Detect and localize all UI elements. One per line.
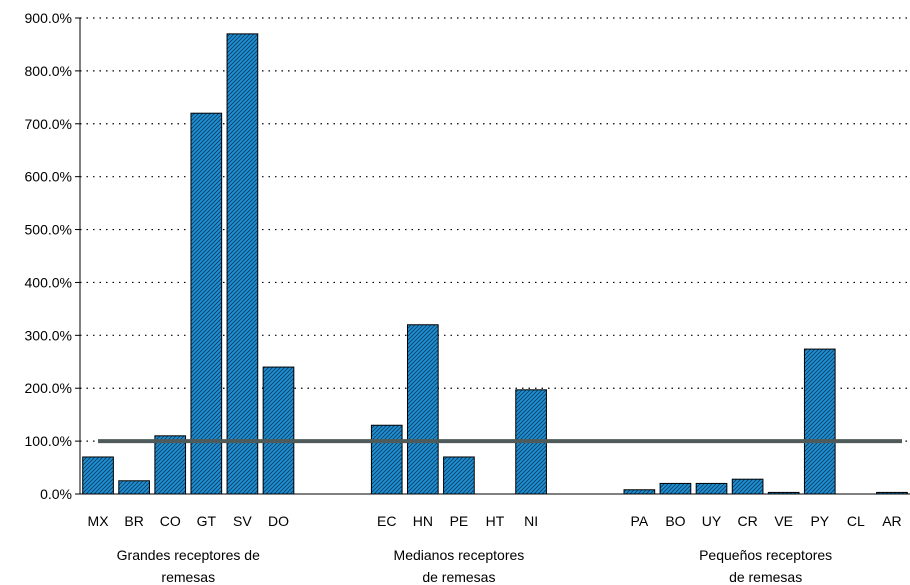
category-label: PY (810, 513, 829, 529)
bar-ar (876, 491, 908, 495)
bar-pa (623, 489, 656, 495)
category-label: SV (233, 513, 252, 529)
bar-uy (695, 482, 728, 495)
group-label-line1: Grandes receptores de (117, 547, 260, 563)
bar-bo (659, 482, 692, 495)
category-label: HT (486, 513, 505, 529)
y-tick-labels: 0.0% 100.0% 200.0% 300.0% 400.0% 500.0% 600.0%… (25, 10, 72, 502)
y-tick-label: 200.0% (25, 380, 72, 396)
y-tick-label: 0.0% (40, 486, 72, 502)
category-label: CO (160, 513, 181, 529)
category-label: GT (197, 513, 217, 529)
bar-py (803, 348, 836, 495)
category-label: PA (631, 513, 649, 529)
bar-do (262, 366, 295, 495)
group-label-line2: de remesas (729, 569, 802, 585)
bar-hn (406, 324, 439, 495)
bar-ve (767, 491, 800, 495)
y-tick-label: 800.0% (25, 63, 72, 79)
category-label: MX (88, 513, 110, 529)
y-tick-label: 300.0% (25, 327, 72, 343)
category-label: BR (124, 513, 143, 529)
group-label-line1: Medianos receptores (394, 547, 525, 563)
bar-ec (370, 424, 403, 495)
category-label: BO (665, 513, 685, 529)
category-label: VE (774, 513, 793, 529)
category-label: UY (702, 513, 722, 529)
bar-cr (731, 478, 764, 495)
bar-gt (190, 112, 223, 495)
category-label: AR (882, 513, 901, 529)
group-label-line1: Pequeños receptores (699, 547, 832, 563)
category-label: CR (737, 513, 757, 529)
category-label: NI (524, 513, 538, 529)
y-tick-label: 100.0% (25, 433, 72, 449)
y-tick-label: 500.0% (25, 222, 72, 238)
bar-co (154, 435, 187, 495)
category-label: HN (413, 513, 433, 529)
bar-br (118, 480, 150, 495)
x-tick-labels: MX BR CO GT SV DO EC HN PE HT NI PA BO UY CR VE PY CL AR (88, 513, 902, 529)
category-label: CL (847, 513, 865, 529)
y-tick-label: 400.0% (25, 274, 72, 290)
group-label-line2: remesas (161, 569, 215, 585)
y-tick-label: 700.0% (25, 116, 72, 132)
bar-pe (443, 456, 475, 495)
group-label-line2: de remesas (422, 569, 495, 585)
bars (82, 33, 908, 495)
y-tick-label: 600.0% (25, 169, 72, 185)
category-label: DO (268, 513, 289, 529)
category-label: EC (377, 513, 396, 529)
bar-mx (82, 456, 114, 495)
bar-sv (226, 33, 259, 495)
category-label: PE (450, 513, 469, 529)
y-tick-label: 900.0% (25, 10, 72, 26)
group-labels: Grandes receptores de remesas Medianos rec… (117, 547, 833, 585)
